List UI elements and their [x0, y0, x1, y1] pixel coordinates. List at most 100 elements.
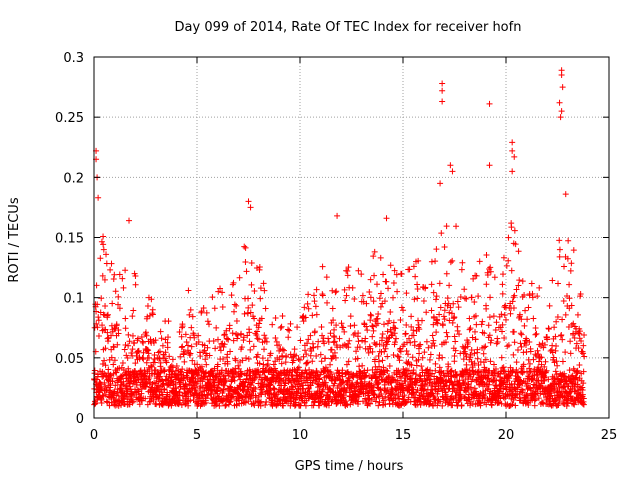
data-point [156, 348, 163, 355]
data-point [357, 389, 364, 396]
data-point [446, 317, 453, 324]
data-point [400, 307, 407, 314]
data-point [219, 304, 226, 311]
data-point [104, 311, 111, 318]
data-point [499, 364, 506, 371]
data-point [98, 385, 105, 392]
data-point [445, 363, 452, 370]
data-point [565, 237, 572, 244]
data-point [509, 401, 516, 408]
data-point [451, 333, 458, 340]
data-point [545, 376, 552, 383]
data-point [195, 338, 202, 345]
data-point [511, 153, 518, 160]
data-point [122, 325, 129, 332]
data-point [257, 285, 264, 292]
data-point [487, 268, 494, 275]
data-point [179, 366, 186, 373]
data-point [544, 336, 551, 343]
data-point [373, 375, 380, 382]
x-tick-label: 10 [292, 428, 309, 443]
data-point [505, 342, 512, 349]
data-point [262, 401, 269, 408]
data-point [101, 379, 108, 386]
data-point [267, 366, 274, 373]
data-point [511, 381, 518, 388]
data-point [231, 377, 238, 384]
data-point [309, 312, 316, 319]
data-point [363, 372, 370, 379]
data-point [452, 347, 459, 354]
data-point [501, 303, 508, 310]
data-point [494, 394, 501, 401]
data-point [226, 322, 233, 329]
data-point [140, 349, 147, 356]
data-point [439, 402, 446, 409]
data-point [580, 350, 587, 357]
data-point [542, 358, 549, 365]
data-point [218, 367, 225, 374]
data-point [509, 147, 516, 154]
data-point [245, 304, 252, 311]
x-tick-label: 20 [498, 428, 515, 443]
data-point [415, 321, 422, 328]
data-point [553, 318, 560, 325]
data-point [408, 323, 415, 330]
x-axis-label: GPS time / hours [295, 459, 404, 474]
data-point [440, 369, 447, 376]
data-point [214, 384, 221, 391]
data-point [247, 204, 254, 211]
data-point [505, 257, 512, 264]
data-point [500, 379, 507, 386]
data-point [237, 376, 244, 383]
y-tick-label: 0.1 [63, 292, 84, 307]
data-point [198, 363, 205, 370]
data-point [155, 395, 162, 402]
data-point [146, 354, 153, 361]
data-point [408, 313, 415, 320]
data-point [128, 349, 135, 356]
data-point [95, 317, 102, 324]
data-point [124, 355, 131, 362]
data-point [411, 296, 418, 303]
data-point [475, 293, 482, 300]
data-point [512, 402, 519, 409]
data-point [168, 402, 175, 409]
data-point [515, 248, 522, 255]
data-point [380, 397, 387, 404]
data-point [233, 302, 240, 309]
data-point [560, 298, 567, 305]
data-point [188, 343, 195, 350]
data-point [293, 352, 300, 359]
data-point [369, 348, 376, 355]
data-point [413, 371, 420, 378]
data-point [102, 345, 109, 352]
data-point [152, 337, 159, 344]
y-tick-label: 0.05 [55, 352, 84, 367]
data-point [581, 332, 588, 339]
data-point [310, 344, 317, 351]
data-point [391, 330, 398, 337]
data-point [580, 380, 587, 387]
data-points [91, 67, 588, 409]
y-axis-label: ROTI / TECUs [7, 197, 22, 282]
data-point [377, 290, 384, 297]
data-point [472, 328, 479, 335]
data-point [110, 361, 117, 368]
data-point [456, 391, 463, 398]
data-point [503, 262, 510, 269]
data-point [477, 389, 484, 396]
data-point [580, 401, 587, 408]
data-point [235, 362, 242, 369]
data-point [387, 309, 394, 316]
data-point [443, 270, 450, 277]
data-point [573, 368, 580, 375]
data-point [310, 292, 317, 299]
data-point [483, 281, 490, 288]
data-point [213, 372, 220, 379]
data-point [99, 392, 106, 399]
data-point [254, 335, 261, 342]
data-point [437, 398, 444, 405]
data-point [217, 285, 224, 292]
data-point [123, 352, 130, 359]
